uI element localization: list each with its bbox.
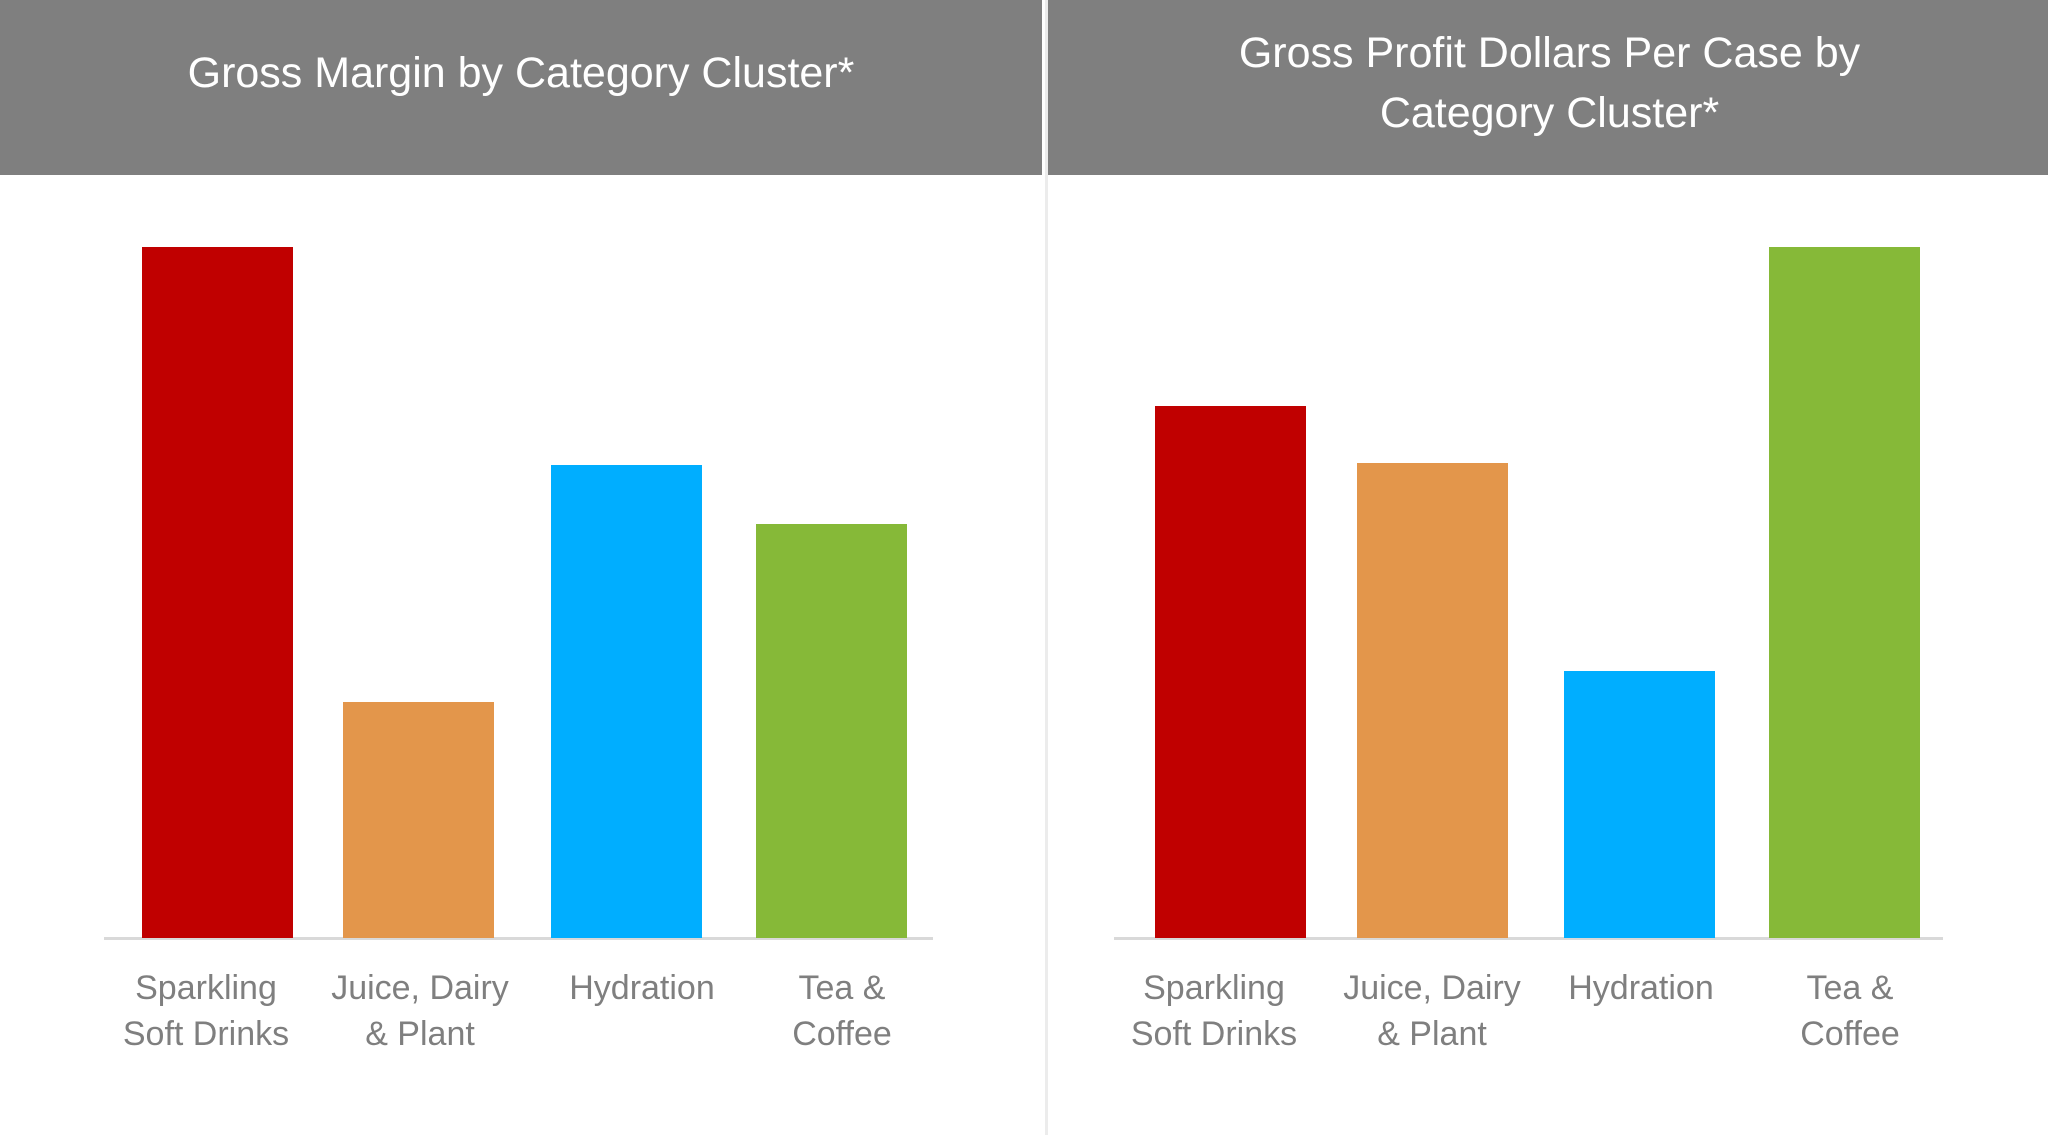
bar-sparkling bbox=[1155, 405, 1306, 938]
x-axis-line bbox=[1114, 937, 1943, 940]
x-tick-label: Hydration bbox=[1568, 969, 1714, 1007]
gross-margin-chart-panel: Gross Margin by Category Cluster* Sparkl… bbox=[0, 0, 1042, 1053]
bar-hydration bbox=[1564, 670, 1715, 938]
chart-title: Gross Margin by Category Cluster* bbox=[187, 48, 855, 97]
x-tick-label: Juice, Dairy & Plant bbox=[331, 969, 509, 1053]
x-tick-label: Sparkling Soft Drinks bbox=[122, 969, 290, 1053]
x-tick-label: Juice, Dairy & Plant bbox=[1343, 969, 1521, 1053]
bar-juice-dairy bbox=[1357, 463, 1508, 938]
x-axis-line bbox=[104, 937, 933, 940]
chart-title: Gross Profit Dollars Per Case by Categor… bbox=[1238, 28, 1861, 137]
x-tick-label: Tea & Coffee bbox=[792, 969, 892, 1053]
chart-title-header: Gross Margin by Category Cluster* bbox=[0, 0, 1042, 175]
bar-juice-dairy bbox=[343, 701, 494, 938]
chart-title-header: Gross Profit Dollars Per Case by Categor… bbox=[1048, 0, 2048, 175]
bar-sparkling bbox=[142, 247, 293, 938]
bar-tea- bbox=[1769, 247, 1920, 938]
bar-tea- bbox=[756, 524, 907, 938]
x-tick-label: Sparkling Soft Drinks bbox=[1130, 969, 1298, 1053]
bar-hydration bbox=[551, 465, 702, 938]
gross-profit-per-case-chart-panel: Gross Profit Dollars Per Case by Categor… bbox=[1045, 0, 2048, 1135]
x-tick-label: Hydration bbox=[569, 969, 715, 1007]
x-tick-label: Tea & Coffee bbox=[1800, 969, 1900, 1053]
